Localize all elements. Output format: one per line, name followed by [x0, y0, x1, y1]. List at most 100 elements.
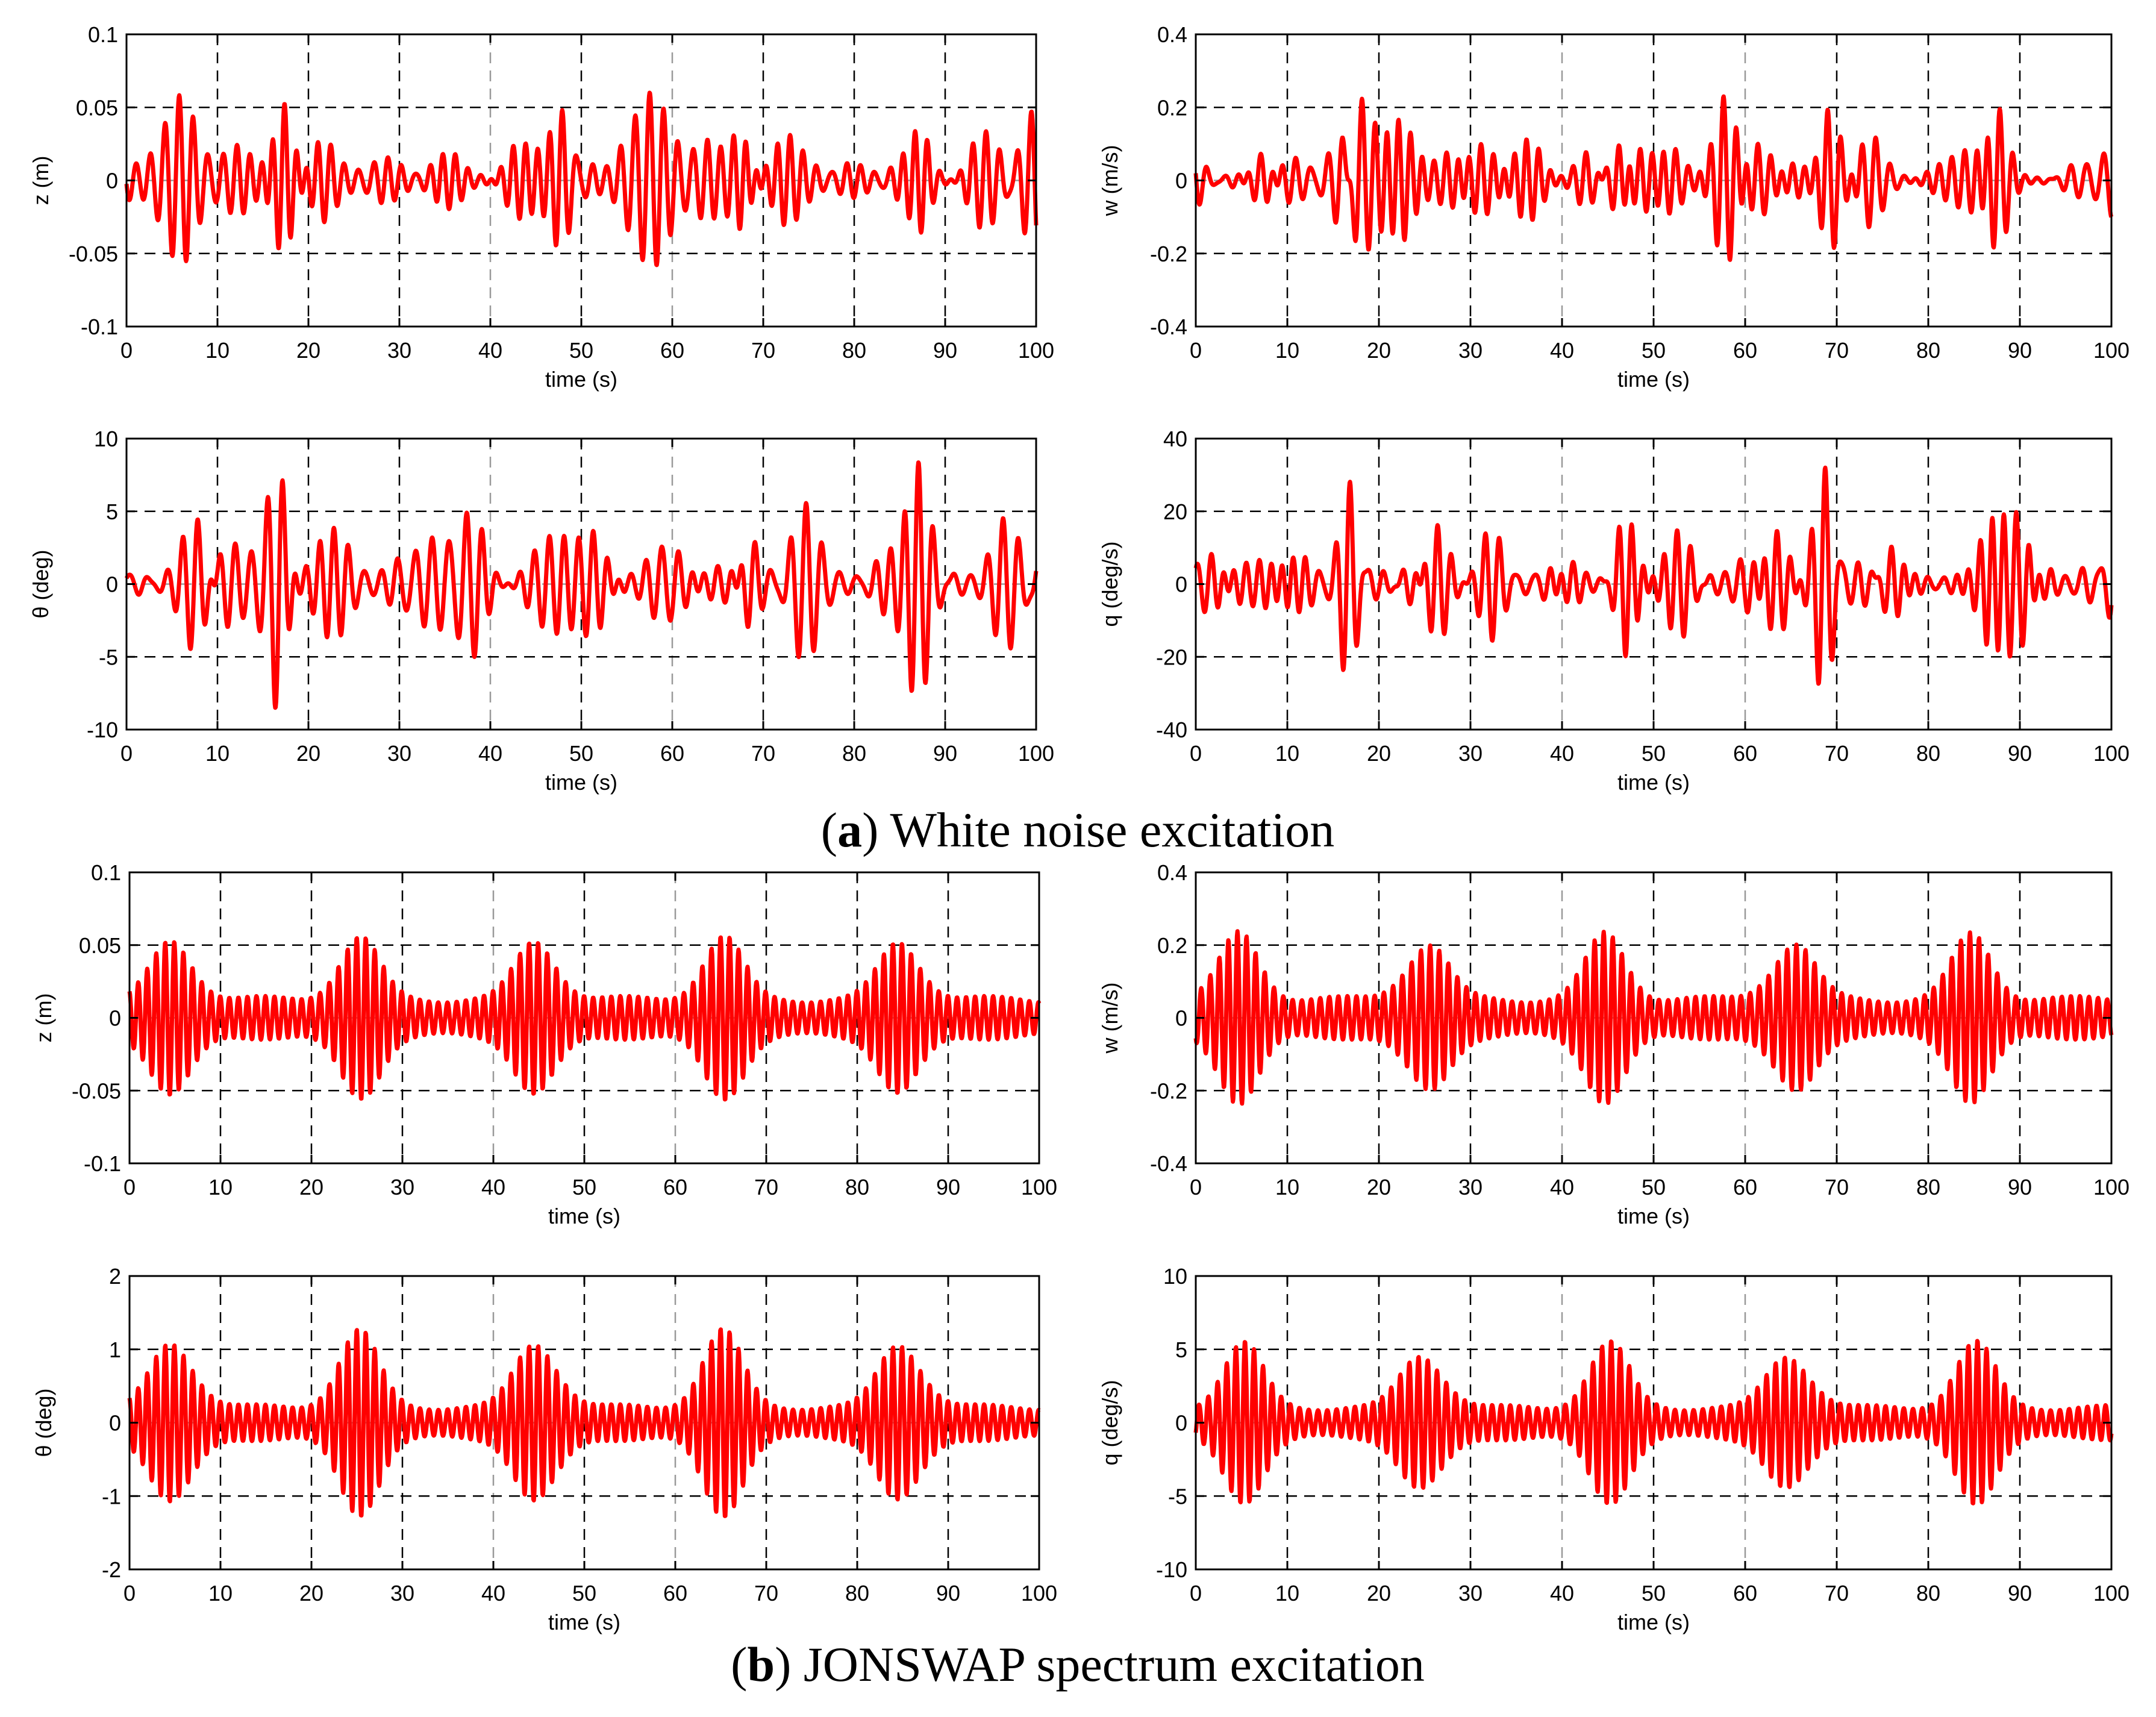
- x-tick-label: 50: [572, 1581, 596, 1606]
- x-tick-label: 20: [1367, 1581, 1391, 1606]
- x-tick-label: 70: [754, 1175, 778, 1199]
- x-tick-label: 0: [123, 1175, 136, 1199]
- panel-a-theta: 0 10 20 30 40 50 60 70 80 90 100 -10 -5 0 5 10 time (s) θ…: [28, 427, 1054, 795]
- panels: 0 10 20 30 40 50 60 70 80 90 100-0.1-0.0500.050.1t…: [28, 22, 2129, 1634]
- x-tick-label: 20: [296, 741, 320, 766]
- x-tick-label: 90: [933, 741, 957, 766]
- y-tick-label: 0: [1175, 572, 1187, 597]
- y-tick-label: 0.1: [88, 22, 118, 47]
- x-tick-label: 80: [842, 338, 866, 363]
- series-line-z: [124, 90, 1039, 267]
- y-tick-label: 0: [106, 169, 118, 193]
- x-tick-label: 60: [1733, 338, 1757, 363]
- x-axis-label: time (s): [548, 1610, 620, 1634]
- y-tick-label: 0: [1175, 169, 1187, 193]
- x-tick-label: 50: [1642, 1175, 1666, 1199]
- y-tick-label: -0.4: [1150, 314, 1187, 339]
- y-tick-label: 0.4: [1157, 860, 1187, 885]
- x-axis-label: time (s): [548, 1204, 620, 1228]
- y-tick-label: -40: [1156, 718, 1187, 742]
- x-tick-label: 10: [208, 1581, 233, 1606]
- x-tick-label: 100: [2093, 1175, 2129, 1199]
- x-axis-label: time (s): [545, 770, 617, 795]
- y-axis-label: w (m/s): [1098, 983, 1122, 1054]
- x-tick-label: 60: [660, 741, 684, 766]
- y-tick-label: 20: [1163, 499, 1187, 524]
- x-tick-label: 100: [2093, 1581, 2129, 1606]
- series-line-w: [1193, 94, 2114, 262]
- x-axis-label: time (s): [1617, 367, 1690, 392]
- x-tick-label: 20: [1367, 1175, 1391, 1199]
- x-tick-label: 60: [1733, 1175, 1757, 1199]
- x-tick-label: 70: [1825, 338, 1849, 363]
- x-tick-label: 50: [1642, 1581, 1666, 1606]
- caption-b: (b) JONSWAP spectrum excitation: [731, 1637, 1425, 1692]
- y-tick-label: -0.05: [72, 1078, 121, 1103]
- x-tick-label: 10: [1275, 338, 1299, 363]
- x-tick-label: 10: [205, 338, 230, 363]
- y-tick-label: 10: [1163, 1264, 1187, 1289]
- y-tick-label: -0.2: [1150, 1078, 1187, 1103]
- x-tick-label: 30: [390, 1581, 414, 1606]
- y-tick-label: 0: [106, 572, 118, 597]
- caption-a: (a) White noise excitation: [821, 802, 1334, 857]
- y-tick-label: -5: [1168, 1484, 1187, 1509]
- x-tick-label: 20: [1367, 338, 1391, 363]
- caption-b-label: b: [747, 1637, 775, 1692]
- y-tick-label: -10: [87, 718, 118, 742]
- x-tick-label: 0: [120, 338, 133, 363]
- caption-b-text: JONSWAP spectrum excitation: [791, 1637, 1424, 1692]
- x-tick-label: 60: [663, 1581, 687, 1606]
- y-tick-label: -0.1: [84, 1151, 121, 1176]
- x-tick-label: 80: [842, 741, 866, 766]
- x-tick-label: 50: [569, 338, 593, 363]
- panel-b-w: 0 10 20 30 40 50 60 70 80 90 100 -0.4 -0.2 0 0.2 0.4 tim…: [1098, 860, 2129, 1228]
- x-tick-label: 20: [1367, 741, 1391, 766]
- y-tick-label: 0.4: [1157, 22, 1187, 47]
- x-tick-label: 20: [296, 338, 320, 363]
- y-tick-label: 5: [106, 499, 118, 524]
- x-tick-label: 50: [1642, 338, 1666, 363]
- x-tick-label: 70: [751, 741, 775, 766]
- x-tick-label: 10: [205, 741, 230, 766]
- x-tick-label: 10: [1275, 741, 1299, 766]
- y-tick-label: 0.05: [76, 95, 118, 120]
- x-tick-label: 80: [1916, 1581, 1940, 1606]
- x-tick-label: 70: [1825, 741, 1849, 766]
- y-axis-label: q (deg/s): [1098, 1380, 1122, 1465]
- panel-a-q: 0 10 20 30 40 50 60 70 80 90 100 -40 -20 0 20 40 time (s…: [1098, 427, 2129, 795]
- x-tick-label: 100: [1018, 338, 1054, 363]
- y-axis-label: z (m): [31, 993, 56, 1043]
- y-tick-label: 0.05: [79, 933, 121, 958]
- panel-a-z: 0 10 20 30 40 50 60 70 80 90 100 -0.1 -0.05 0 0.05 0.1 t…: [28, 22, 1054, 392]
- x-tick-label: 100: [2093, 741, 2129, 766]
- series-line-θ: [124, 460, 1039, 710]
- y-tick-label: -0.4: [1150, 1151, 1187, 1176]
- y-tick-label: -10: [1156, 1557, 1187, 1582]
- x-tick-label: 0: [120, 741, 133, 766]
- y-tick-label: 0.1: [91, 860, 121, 885]
- x-tick-label: 80: [1916, 741, 1940, 766]
- x-tick-label: 70: [1825, 1175, 1849, 1199]
- x-axis-label: time (s): [1617, 770, 1690, 795]
- x-tick-label: 60: [660, 338, 684, 363]
- x-tick-label: 0: [1190, 338, 1202, 363]
- x-tick-label: 30: [1458, 1581, 1483, 1606]
- x-tick-label: 50: [1642, 741, 1666, 766]
- y-tick-label: 0: [109, 1006, 121, 1031]
- x-tick-label: 0: [1190, 741, 1202, 766]
- x-tick-label: 70: [751, 338, 775, 363]
- x-tick-label: 90: [2008, 1175, 2032, 1199]
- y-axis-label: q (deg/s): [1098, 541, 1122, 627]
- y-tick-label: -0.05: [69, 242, 118, 266]
- x-tick-label: 90: [936, 1581, 960, 1606]
- x-axis-label: time (s): [545, 367, 617, 392]
- x-tick-label: 10: [1275, 1175, 1299, 1199]
- x-tick-label: 40: [481, 1175, 505, 1199]
- x-tick-label: 40: [1550, 1175, 1574, 1199]
- x-tick-label: 90: [2008, 1581, 2032, 1606]
- y-tick-label: 0.2: [1157, 933, 1187, 958]
- y-tick-label: 2: [109, 1264, 121, 1289]
- x-tick-label: 100: [1021, 1175, 1057, 1199]
